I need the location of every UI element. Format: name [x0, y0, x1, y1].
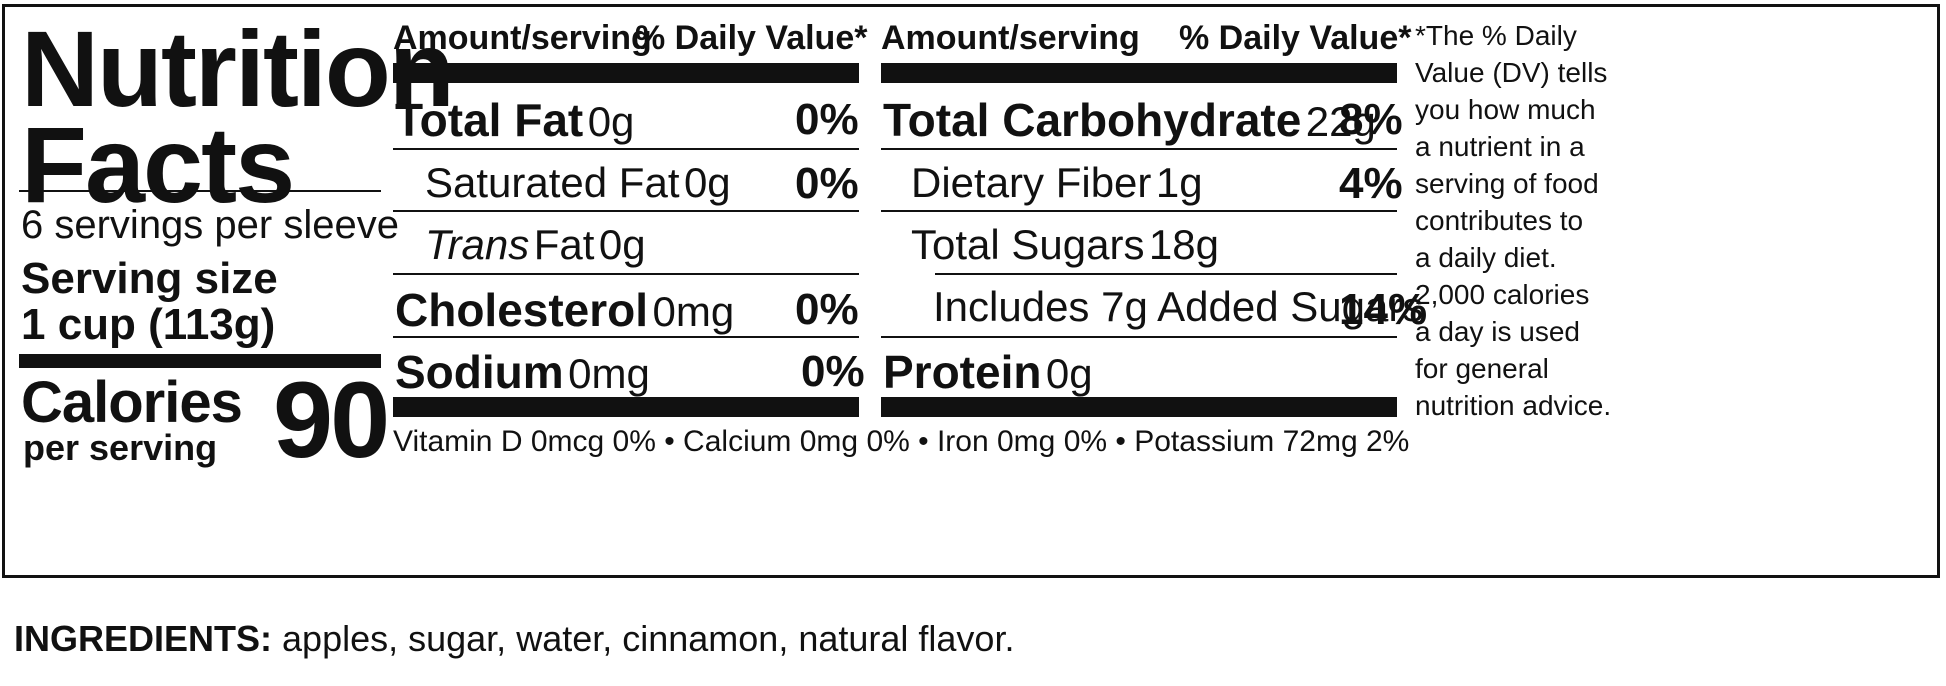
protein-amount: 0g — [1045, 350, 1093, 397]
row-sodium: Sodium 0mg — [395, 345, 650, 399]
serving-size-value: 1 cup (113g) — [21, 300, 276, 349]
cholesterol-amount: 0mg — [652, 288, 735, 335]
title-divider — [19, 190, 381, 192]
row-divider — [393, 148, 859, 150]
left-header-bar — [393, 63, 859, 83]
row-trans-fat: Trans Fat 0g — [425, 221, 646, 269]
protein-label: Protein — [883, 346, 1042, 398]
footnote-line: a day is used — [1415, 316, 1580, 347]
footnote-line: contributes to — [1415, 205, 1584, 236]
footnote-line: for general — [1415, 353, 1549, 384]
footnote-line: 2,000 calories — [1415, 279, 1590, 310]
left-header-amount: Amount/serving — [393, 19, 652, 57]
row-divider — [393, 210, 859, 212]
row-protein: Protein 0g — [883, 345, 1093, 399]
left-bottom-bar — [393, 397, 859, 417]
total-fat-label: Total Fat — [395, 94, 584, 146]
calories-value: 90 — [273, 359, 390, 480]
footnote-line: *The % Daily — [1415, 20, 1577, 51]
footnote-line: you how much — [1415, 94, 1596, 125]
sodium-amount: 0mg — [568, 350, 650, 397]
nutrition-facts-panel: Nutrition Facts 6 servings per sleeve Se… — [2, 4, 1940, 578]
total-sugars-label: Total Sugars — [911, 221, 1145, 268]
dietary-fiber-label: Dietary Fiber — [911, 159, 1152, 206]
right-header-bar — [881, 63, 1397, 83]
ingredients-statement: INGREDIENTS: apples, sugar, water, cinna… — [14, 618, 1014, 660]
title-line-2: Facts — [21, 104, 295, 225]
total-fat-dv: 0% — [795, 95, 859, 144]
right-bottom-bar — [881, 397, 1397, 417]
cholesterol-label: Cholesterol — [395, 284, 649, 336]
ingredients-text: apples, sugar, water, cinnamon, natural … — [282, 618, 1015, 659]
total-sugars-amount: 18g — [1148, 221, 1219, 268]
left-header-dv: % Daily Value* — [635, 19, 868, 57]
sodium-dv: 0% — [801, 347, 865, 396]
added-sugars-dv: 14% — [1339, 285, 1428, 334]
added-sugars-label: Includes 7g Added Sugars — [933, 283, 1424, 330]
row-added-sugars: Includes 7g Added Sugars — [933, 283, 1423, 331]
saturated-fat-dv: 0% — [795, 159, 859, 208]
calories-label: Calories — [21, 370, 243, 435]
trans-fat-amount: 0g — [598, 221, 646, 268]
calories-sublabel: per serving — [23, 427, 218, 468]
total-carbohydrate-dv: 8% — [1339, 95, 1403, 144]
cholesterol-dv: 0% — [795, 285, 859, 334]
ingredients-label: INGREDIENTS: — [14, 618, 273, 659]
dietary-fiber-amount: 1g — [1155, 159, 1203, 206]
total-carbohydrate-amount: 22g — [1305, 98, 1376, 145]
row-divider — [881, 210, 1397, 212]
dietary-fiber-dv: 4% — [1339, 159, 1403, 208]
title-line-1: Nutrition — [21, 8, 455, 129]
serving-size-label: Serving size — [21, 254, 278, 303]
sodium-label: Sodium — [395, 346, 564, 398]
saturated-fat-label: Saturated Fat — [425, 159, 680, 206]
panel-title: Nutrition Facts — [21, 8, 455, 225]
row-divider — [881, 336, 1397, 338]
row-total-sugars: Total Sugars 18g — [911, 221, 1219, 269]
row-divider — [393, 336, 859, 338]
trans-fat-suffix: Fat — [533, 221, 595, 268]
footnote-line: serving of food — [1415, 168, 1599, 199]
total-carbohydrate-label: Total Carbohydrate — [883, 94, 1302, 146]
row-total-fat: Total Fat 0g — [395, 93, 634, 147]
right-header-dv: % Daily Value* — [1179, 19, 1412, 57]
row-dietary-fiber: Dietary Fiber 1g — [911, 159, 1203, 207]
row-divider — [393, 273, 859, 275]
row-saturated-fat: Saturated Fat 0g — [425, 159, 731, 207]
trans-fat-label: Trans — [425, 221, 530, 268]
footnote-line: a nutrient in a — [1415, 131, 1585, 162]
row-divider — [881, 148, 1397, 150]
row-total-carbohydrate: Total Carbohydrate 22g — [883, 93, 1376, 147]
vitamins-minerals-line: Vitamin D 0mcg 0% • Calcium 0mg 0% • Iro… — [393, 425, 1410, 458]
row-cholesterol: Cholesterol 0mg — [395, 283, 734, 337]
daily-value-footnote: *The % Daily Value (DV) tells you how mu… — [1415, 17, 1611, 424]
total-fat-amount: 0g — [587, 98, 635, 145]
footnote-line: Value (DV) tells — [1415, 57, 1608, 88]
footnote-line: nutrition advice. — [1415, 390, 1612, 421]
servings-per-container: 6 servings per sleeve — [21, 203, 399, 247]
calories-divider — [19, 354, 381, 368]
right-header-amount: Amount/serving — [881, 19, 1140, 57]
row-divider — [935, 273, 1397, 275]
saturated-fat-amount: 0g — [683, 159, 731, 206]
footnote-line: a daily diet. — [1415, 242, 1557, 273]
